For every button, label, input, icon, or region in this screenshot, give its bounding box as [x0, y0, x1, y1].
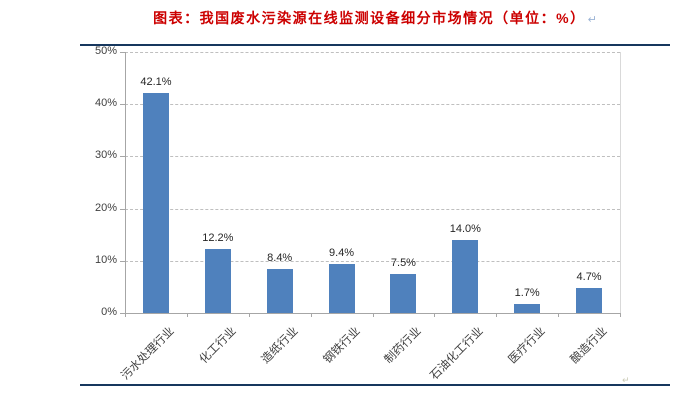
y-axis-tick-mark — [120, 104, 125, 106]
x-axis-tick-mark — [372, 313, 374, 317]
category-label: 石油化工行业 — [428, 325, 486, 383]
y-axis-tick-label: 50% — [94, 45, 117, 57]
bar — [204, 249, 231, 313]
y-axis-tick-mark — [120, 260, 125, 262]
gridline — [125, 156, 620, 158]
bar-value-label: 4.7% — [576, 271, 602, 284]
y-axis-tick-mark — [120, 208, 125, 210]
y-axis-tick-label: 10% — [94, 253, 117, 266]
category-label: 造纸行业 — [259, 325, 301, 367]
paragraph-mark-icon: ↵ — [587, 14, 597, 26]
category-label: 制药行业 — [383, 325, 425, 367]
table-border-top — [80, 44, 670, 46]
plot-area-right-border — [620, 52, 621, 313]
bar-value-label: 42.1% — [140, 76, 172, 89]
category-label: 医疗行业 — [506, 325, 548, 367]
bar — [328, 263, 355, 313]
y-axis-tick-mark — [120, 156, 125, 158]
category-label: 钢铁行业 — [321, 325, 363, 367]
gridline — [125, 208, 620, 210]
chart-title: 图表：我国废水污染源在线监测设备细分市场情况（单位：%） ↵ — [80, 8, 670, 28]
gridline — [125, 52, 620, 53]
bar-value-label: 14.0% — [449, 222, 481, 235]
bar — [452, 239, 479, 313]
category-label: 化工行业 — [197, 325, 239, 367]
x-axis-tick-mark — [310, 313, 312, 317]
y-axis-tick-mark — [120, 52, 125, 53]
x-axis-tick-mark — [496, 313, 498, 317]
category-label: 污水处理行业 — [119, 325, 177, 383]
gridline — [125, 260, 620, 262]
x-axis-tick-mark — [434, 313, 436, 317]
x-axis-tick-mark — [186, 313, 188, 317]
gridline — [125, 104, 620, 106]
y-axis-tick-label: 20% — [94, 201, 117, 214]
bar-value-label: 7.5% — [390, 256, 416, 269]
x-axis-tick-mark — [558, 313, 560, 317]
paragraph-mark-bottom-icon: ↵ — [622, 375, 630, 385]
bar-value-label: 9.4% — [329, 246, 355, 259]
y-axis-tick-label: 30% — [94, 149, 117, 162]
bar — [142, 93, 169, 313]
y-axis-tick-mark — [120, 313, 125, 314]
chart-title-text: 图表：我国废水污染源在线监测设备细分市场情况（单位：%） — [153, 10, 586, 26]
bar-value-label: 8.4% — [267, 252, 293, 265]
bar — [514, 304, 541, 313]
bar-value-label: 1.7% — [514, 287, 540, 300]
category-label: 酿造行业 — [568, 325, 610, 367]
x-axis-tick-mark — [125, 313, 126, 317]
bar — [390, 273, 417, 313]
y-axis-line — [125, 52, 126, 313]
y-axis-tick-label: 0% — [101, 306, 117, 318]
bar — [576, 288, 603, 313]
bar — [266, 269, 293, 313]
table-border-bottom — [80, 384, 670, 386]
x-axis-tick-mark — [248, 313, 250, 317]
x-axis-tick-mark — [620, 313, 621, 317]
bar-value-label: 12.2% — [202, 232, 234, 245]
y-axis-tick-label: 40% — [94, 97, 117, 110]
